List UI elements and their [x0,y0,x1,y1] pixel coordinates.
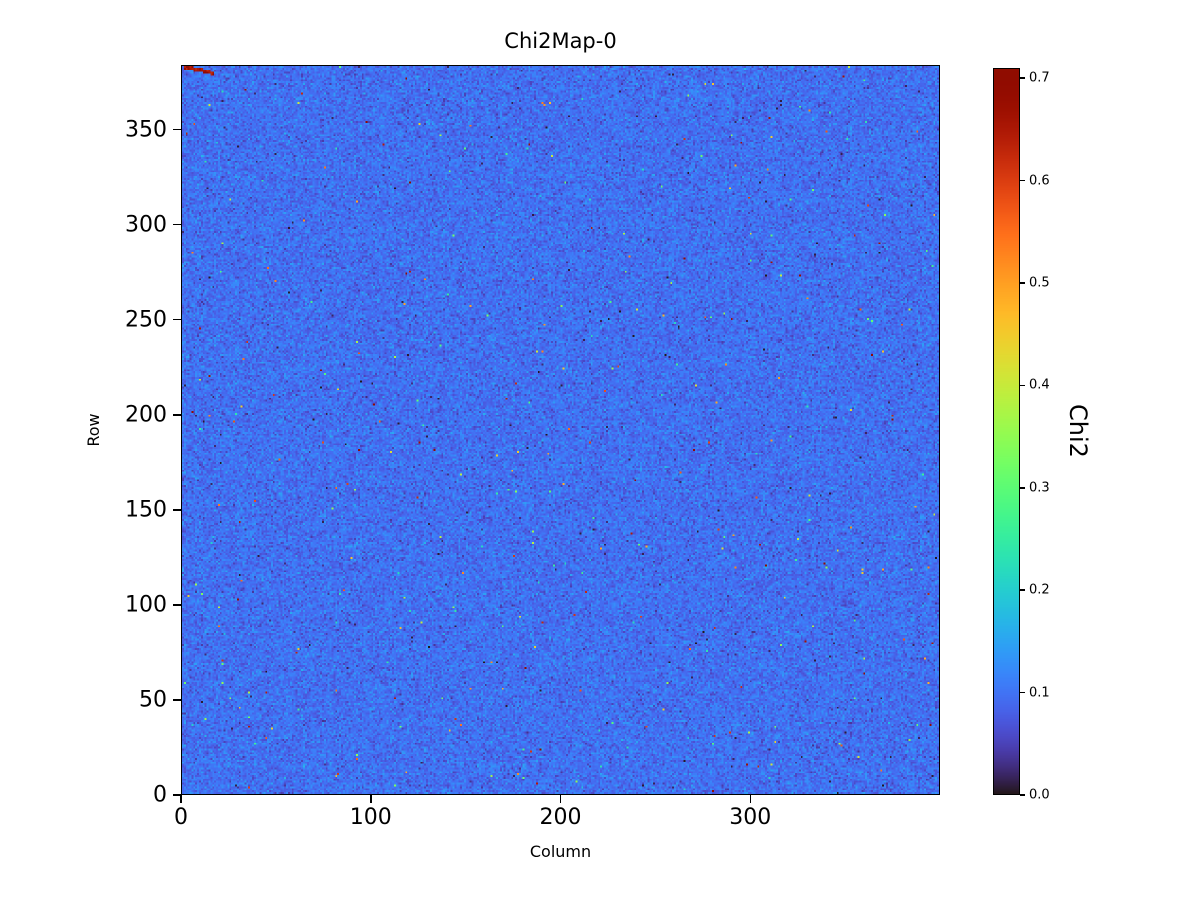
x-tick-mark [749,795,751,803]
colorbar-tick-mark [1020,794,1025,796]
colorbar-tick-label: 0.3 [1029,480,1050,496]
y-tick-mark [173,509,181,511]
heatmap-canvas [182,66,939,794]
x-tick-label: 100 [349,805,392,830]
x-axis-label: Column [529,842,592,861]
x-tick-mark [370,795,372,803]
x-tick-mark [559,795,562,803]
colorbar-tick-label: 0.1 [1029,685,1050,701]
colorbar-tick-label: 0.4 [1029,377,1050,393]
y-axis-label: Row [84,413,103,447]
x-tick-label: 300 [729,805,772,830]
x-tick-label: 0 [174,805,188,830]
y-tick-label: 50 [139,687,167,713]
colorbar-tick-label: 0.0 [1029,787,1050,803]
colorbar-tick-mark [1020,384,1025,387]
colorbar-tick-mark [1020,589,1025,591]
y-tick-mark [173,414,181,416]
x-tick-label: 200 [539,805,582,830]
y-tick-mark [173,318,181,321]
y-tick-label: 350 [125,117,167,143]
y-tick-mark [173,128,181,131]
plot-area [181,65,940,795]
colorbar-tick-mark [1020,487,1025,489]
colorbar-tick-label: 0.5 [1029,275,1050,291]
y-tick-label: 200 [125,402,167,428]
colorbar-tick-mark [1020,282,1025,284]
colorbar-tick-mark [1020,77,1025,79]
plot-title: Chi2Map-0 [504,29,617,53]
y-tick-mark [173,699,181,701]
colorbar-tick-label: 0.2 [1029,582,1050,598]
y-tick-label: 100 [125,592,167,618]
y-tick-label: 300 [125,212,167,238]
y-tick-mark [173,604,181,606]
colorbar-tick-label: 0.6 [1029,173,1050,189]
y-tick-label: 150 [125,497,167,523]
y-tick-label: 0 [153,782,167,808]
y-tick-mark [173,794,181,796]
colorbar-tick-mark [1020,691,1025,694]
y-tick-label: 250 [125,307,167,333]
colorbar-tick-label: 0.7 [1029,70,1050,86]
colorbar-canvas [994,69,1019,794]
colorbar-label: Chi2 [1064,404,1092,458]
y-tick-mark [173,223,181,226]
colorbar-tick-mark [1020,179,1025,182]
x-tick-mark [180,795,182,803]
colorbar [993,68,1020,795]
